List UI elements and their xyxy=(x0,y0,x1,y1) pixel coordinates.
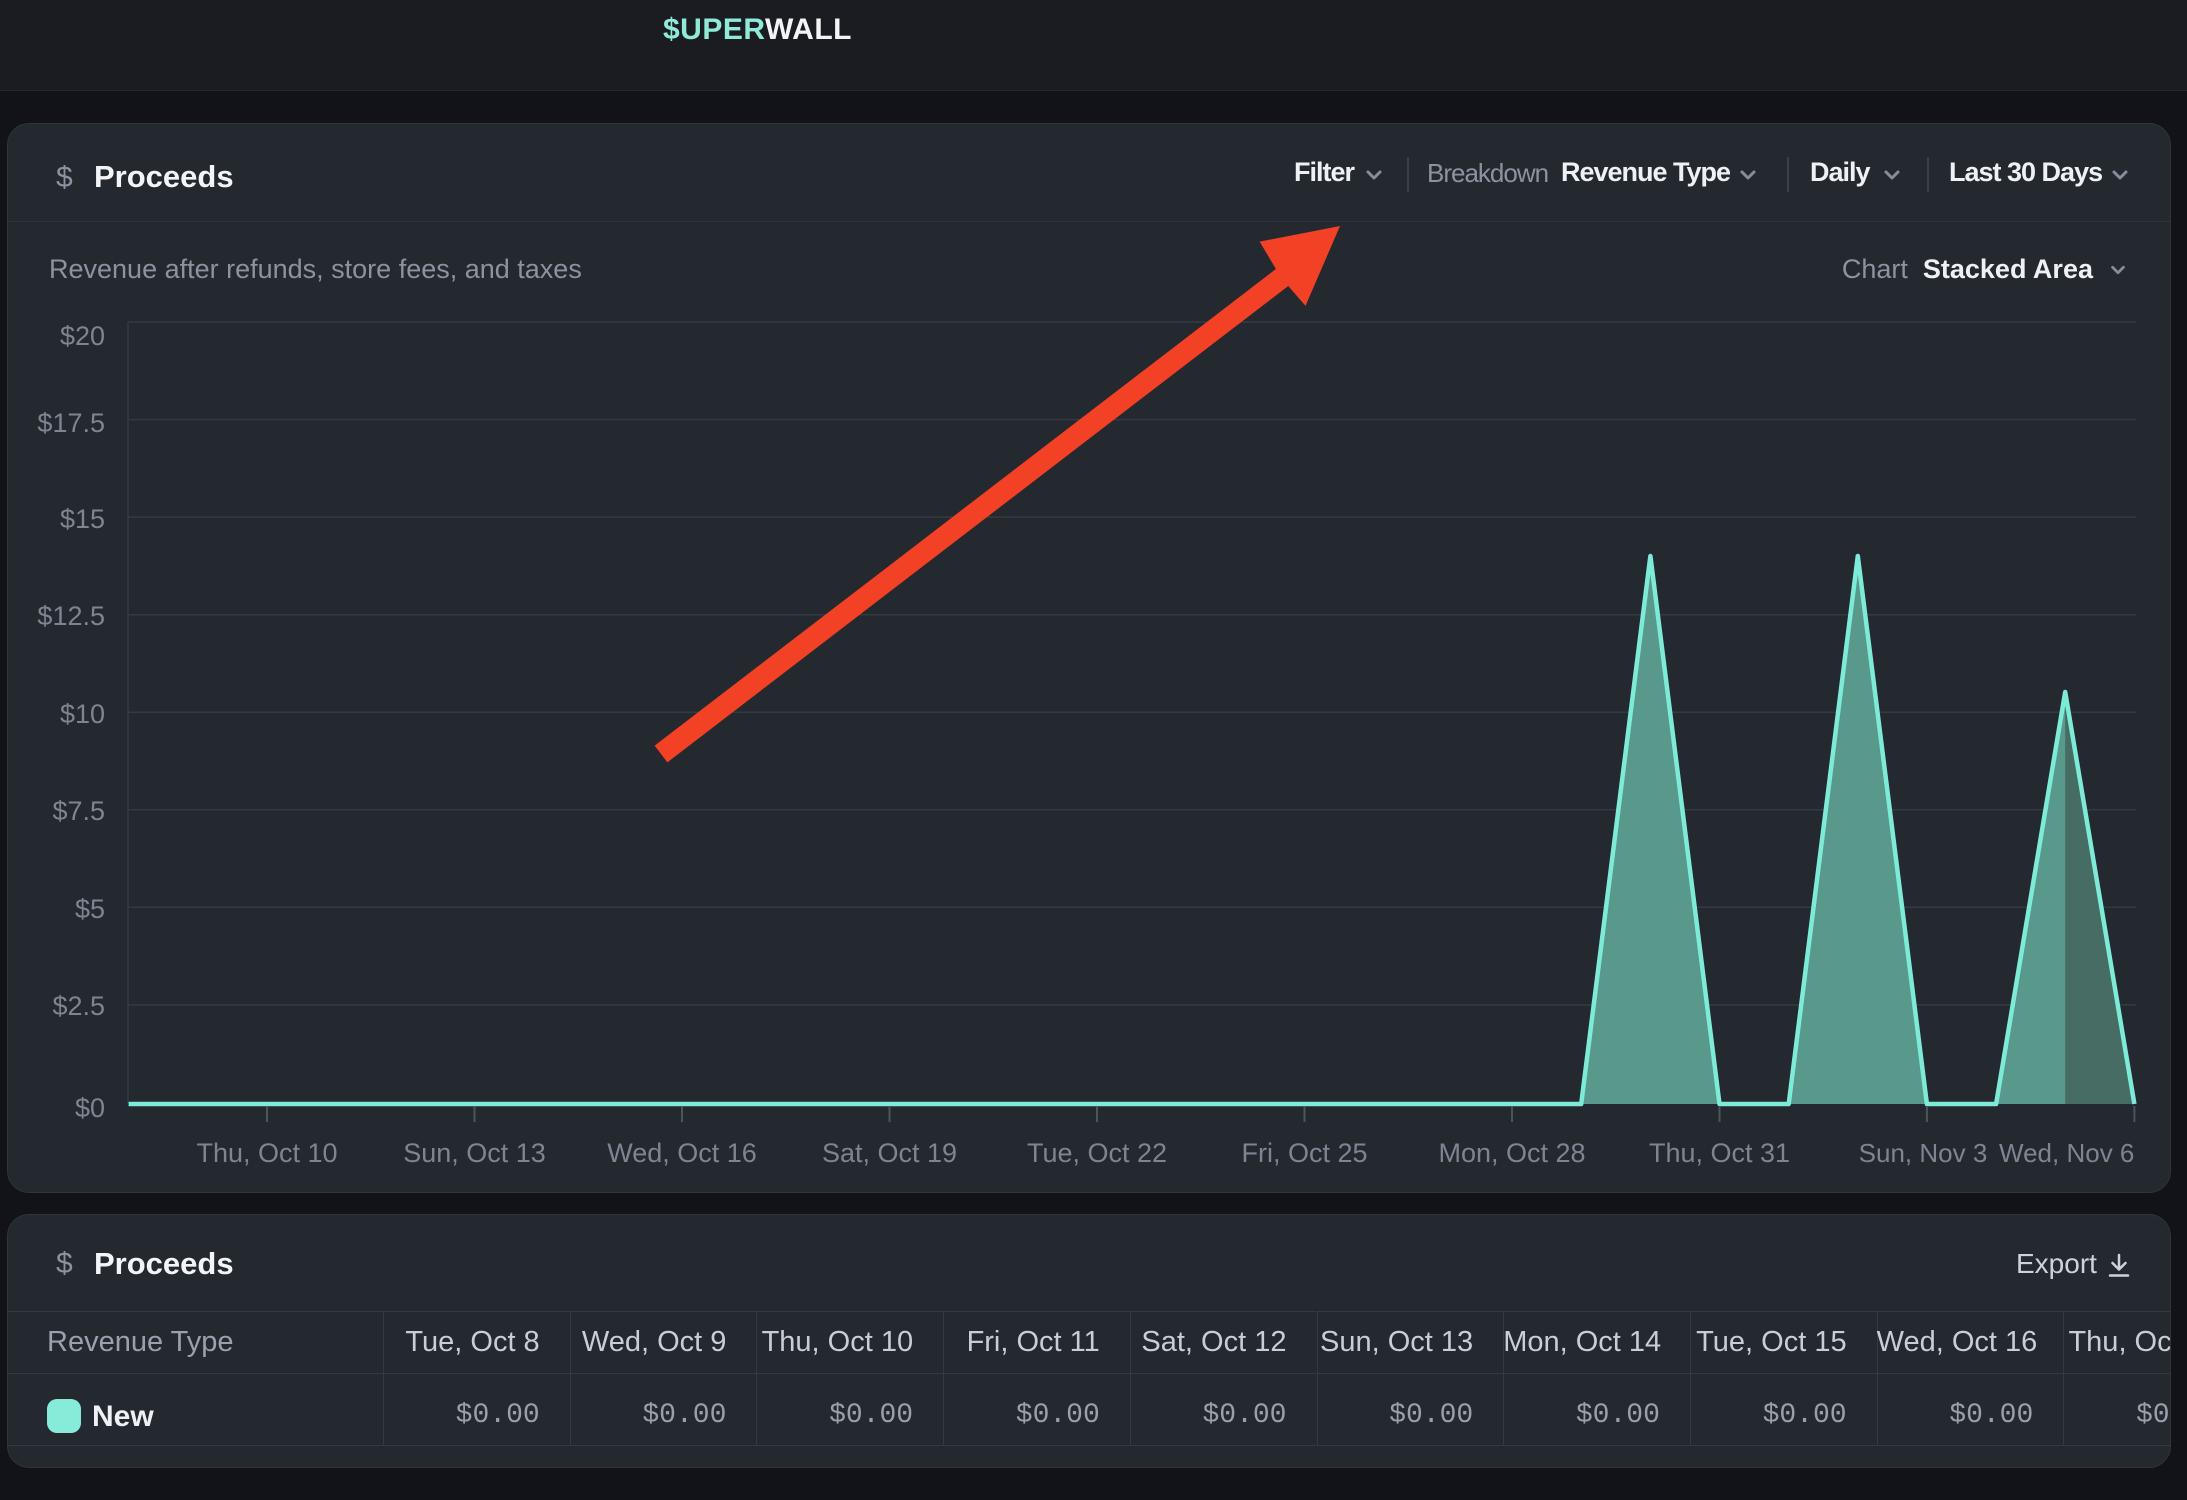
svg-text:Sun, Oct 13: Sun, Oct 13 xyxy=(403,1138,546,1168)
svg-text:$5: $5 xyxy=(75,894,105,924)
svg-text:$7.5: $7.5 xyxy=(52,796,105,826)
svg-text:$15: $15 xyxy=(60,504,105,534)
svg-text:Thu, Oct 10: Thu, Oct 10 xyxy=(196,1138,337,1168)
svg-text:$12.5: $12.5 xyxy=(37,601,105,631)
svg-text:Wed, Oct 16: Wed, Oct 16 xyxy=(607,1138,757,1168)
svg-text:Sat, Oct 19: Sat, Oct 19 xyxy=(822,1138,957,1168)
svg-text:$17.5: $17.5 xyxy=(37,408,105,438)
svg-text:$20: $20 xyxy=(60,321,105,351)
svg-text:Mon, Oct 28: Mon, Oct 28 xyxy=(1438,1138,1585,1168)
svg-text:Tue, Oct 22: Tue, Oct 22 xyxy=(1027,1138,1167,1168)
svg-text:Thu, Oct 31: Thu, Oct 31 xyxy=(1649,1138,1790,1168)
svg-text:$0: $0 xyxy=(75,1093,105,1123)
svg-text:Sun, Nov 3: Sun, Nov 3 xyxy=(1859,1138,1988,1168)
svg-text:$2.5: $2.5 xyxy=(52,991,105,1021)
svg-text:Fri, Oct 25: Fri, Oct 25 xyxy=(1241,1138,1367,1168)
svg-text:Wed, Nov 6: Wed, Nov 6 xyxy=(1999,1138,2134,1168)
svg-text:$10: $10 xyxy=(60,699,105,729)
